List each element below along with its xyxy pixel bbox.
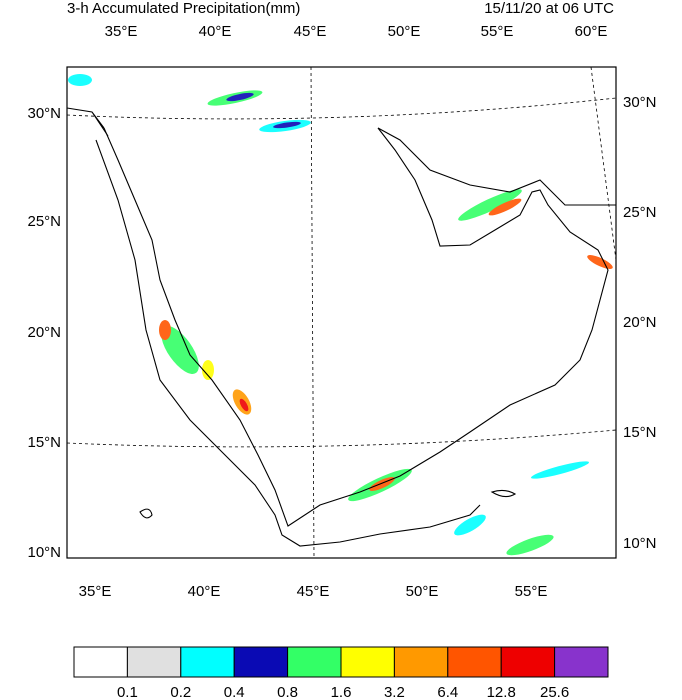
colorbar-label: 6.4 xyxy=(437,684,458,700)
lat-label: 30°N xyxy=(623,94,657,111)
colorbar-box xyxy=(554,646,609,678)
island xyxy=(490,489,517,498)
colorbar-box xyxy=(73,646,128,678)
colorbar: 0.1 0.2 0.4 0.8 1.6 3.2 6.4 12.8 25.6 xyxy=(73,646,609,700)
coastline xyxy=(66,107,481,547)
lat-label: 30°N xyxy=(27,105,61,122)
lat-label: 10°N xyxy=(27,544,61,561)
graticule xyxy=(66,429,617,448)
colorbar-box xyxy=(500,646,556,678)
colorbar-label: 0.1 xyxy=(117,684,138,700)
colorbar-box xyxy=(447,646,502,678)
lon-label: 55°E xyxy=(481,23,514,40)
lon-label: 55°E xyxy=(515,583,548,600)
colorbar-label: 3.2 xyxy=(384,684,405,700)
colorbar-label: 25.6 xyxy=(540,684,569,700)
colorbar-box xyxy=(126,646,182,678)
lon-label: 35°E xyxy=(105,23,138,40)
colorbar-label: 1.6 xyxy=(331,684,352,700)
graticule xyxy=(310,66,315,559)
precipitation-field xyxy=(68,74,613,556)
valid-time: 15/11/20 at 06 UTC xyxy=(484,0,614,17)
lat-label: 15°N xyxy=(623,424,657,441)
title: 3-h Accumulated Precipitation(mm) xyxy=(67,0,300,17)
colorbar-label: 0.8 xyxy=(277,684,298,700)
lat-label: 20°N xyxy=(27,324,61,341)
lon-label: 45°E xyxy=(297,583,330,600)
colorbar-box xyxy=(340,646,395,678)
coastline xyxy=(103,127,609,527)
lat-label: 25°N xyxy=(27,213,61,230)
colorbar-label: 12.8 xyxy=(487,684,516,700)
lat-label: 15°N xyxy=(27,434,61,451)
lon-label: 45°E xyxy=(294,23,327,40)
lat-label: 25°N xyxy=(623,204,657,221)
colorbar-label: 0.2 xyxy=(170,684,191,700)
lat-label: 20°N xyxy=(623,314,657,331)
graticule xyxy=(590,66,617,261)
colorbar-box xyxy=(287,646,342,678)
colorbar-box xyxy=(233,646,289,678)
graticule xyxy=(66,97,617,120)
map-frame xyxy=(66,66,617,559)
lat-label: 10°N xyxy=(623,535,657,552)
island xyxy=(139,508,153,519)
map-panel xyxy=(66,66,617,559)
lon-label: 40°E xyxy=(199,23,232,40)
colorbar-box xyxy=(393,646,449,678)
colorbar-box xyxy=(180,646,235,678)
lon-label: 50°E xyxy=(406,583,439,600)
lon-label: 50°E xyxy=(388,23,421,40)
lon-label: 40°E xyxy=(188,583,221,600)
lon-label: 60°E xyxy=(575,23,608,40)
lon-label: 35°E xyxy=(79,583,112,600)
coastline xyxy=(377,127,616,206)
colorbar-label: 0.4 xyxy=(224,684,245,700)
